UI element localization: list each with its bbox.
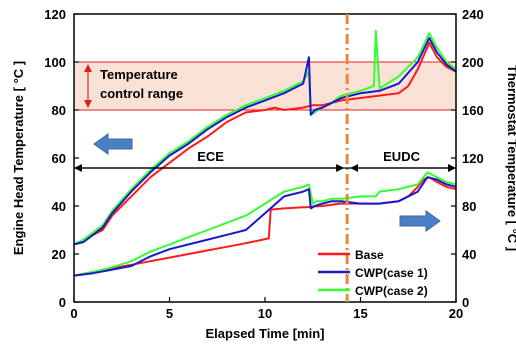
y-left-ticks: 0 20 40 60 80 100 120: [44, 7, 79, 310]
y-right-tick-label: 240: [462, 7, 484, 22]
y-right-axis-title: Thermostat Temperature [ °C ]: [505, 65, 516, 251]
legend-label-cwp-case-1: CWP(case 1): [355, 266, 428, 280]
control-range-label-line1: Temperature: [100, 67, 178, 82]
legend-label-base: Base: [355, 248, 384, 262]
y-right-tick-label: 120: [462, 151, 484, 166]
y-right-tick-label: 40: [462, 247, 476, 262]
y-left-tick-label: 20: [52, 247, 66, 262]
y-left-tick-label: 0: [59, 295, 66, 310]
y-right-tick-label: 160: [462, 103, 484, 118]
y-left-tick-label: 60: [52, 151, 66, 166]
y-right-ticks: 0 40 80 120 160 200 240: [451, 7, 484, 310]
y-right-tick-label: 200: [462, 55, 484, 70]
y-left-tick-label: 100: [44, 55, 66, 70]
y-right-tick-label: 0: [462, 295, 469, 310]
x-axis-title: Elapsed Time [min]: [206, 326, 325, 341]
x-ticks: 0 5 10 15 20: [70, 297, 463, 321]
ece-phase-label: ECE: [197, 149, 224, 164]
y-left-tick-label: 120: [44, 7, 66, 22]
series-line-cwp-case-2-lower: [73, 171, 457, 277]
legend-label-cwp-case-2: CWP(case 2): [355, 284, 428, 298]
x-tick-label: 15: [353, 306, 367, 321]
y-left-tick-label: 40: [52, 199, 66, 214]
y-left-axis-title: Engine Head Temperature [ °C ]: [11, 61, 26, 255]
x-tick-label: 10: [258, 306, 272, 321]
x-tick-label: 20: [449, 306, 463, 321]
control-range-label-line2: control range: [100, 86, 183, 101]
eudc-phase-label: EUDC: [383, 149, 420, 164]
x-tick-label: 5: [166, 306, 173, 321]
series-line-cwp-case-1-upper: [73, 37, 457, 246]
right-arrow-icon: [399, 210, 441, 232]
y-right-tick-label: 80: [462, 199, 476, 214]
legend: Base CWP(case 1) CWP(case 2): [318, 248, 428, 298]
left-arrow-icon: [93, 133, 133, 155]
y-left-tick-label: 80: [52, 103, 66, 118]
series-line-cwp-case-1-lower: [73, 176, 457, 277]
series-line-base-upper: [73, 41, 457, 246]
x-tick-label: 0: [70, 306, 77, 321]
series-layer: [73, 29, 457, 277]
